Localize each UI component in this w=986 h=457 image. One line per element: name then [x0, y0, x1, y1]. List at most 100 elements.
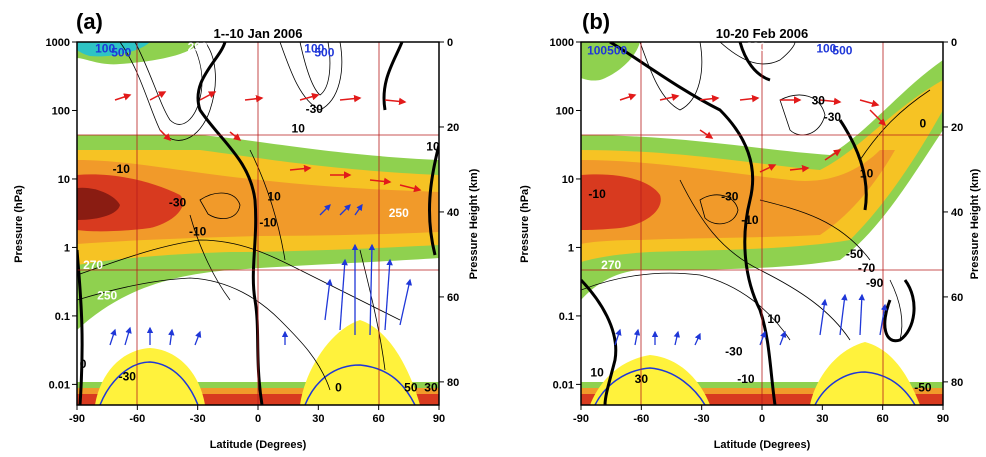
contour-label: 500 [111, 46, 131, 60]
contour-label: 30 [812, 93, 826, 107]
blue-contour-south [99, 361, 199, 405]
y2-tick-label: 0 [951, 37, 957, 49]
y-tick-label: 100 [556, 105, 574, 117]
panel-b-contour-labels: 10 30 -10-3010250270-10-30-10-50-70-90-501… [587, 40, 932, 395]
contour-label: -50 [846, 247, 864, 261]
flux-arrows-blue [614, 293, 888, 346]
panel-b-title: 10-20 Feb 2006 [716, 26, 809, 41]
panel-a: (a) 1--10 Jan 2006 Latitude (Degrees) Pr… [13, 9, 480, 451]
contour-label: -10 [189, 225, 207, 239]
panel-a-ylabel: Pressure (hPa) [13, 185, 25, 263]
y-tick-label: 1000 [46, 37, 70, 49]
contour-label: 250 [389, 206, 409, 220]
x-tick-label: 90 [937, 413, 949, 425]
y-tick-label: 1 [568, 242, 574, 254]
contour-label: 0 [80, 357, 87, 371]
y2-tick-label: 0 [447, 37, 453, 49]
contour-label: 100 [95, 42, 115, 56]
x-tick-label: 0 [255, 413, 261, 425]
contour-label: 10 [860, 167, 874, 181]
y2-tick-label: 40 [951, 207, 963, 219]
contour-label: -10 [259, 216, 277, 230]
x-tick-label: -30 [694, 413, 710, 425]
x-tick-label: -60 [129, 413, 145, 425]
panel-b-y2label: Pressure Height (km) [969, 168, 981, 279]
x-tick-label: -60 [633, 413, 649, 425]
y-tick-label: 100 [52, 105, 70, 117]
contour-label: -30 [119, 370, 137, 384]
contour-label: 0 [335, 381, 342, 395]
contour-label: -10 [737, 372, 755, 386]
contour-label: -30 [306, 102, 324, 116]
x-tick-label: 30 [816, 413, 828, 425]
y2-tick-label: 60 [447, 292, 459, 304]
contour-label: -30 [169, 196, 187, 210]
contour-label: 100 [304, 42, 324, 56]
contour-label: -70 [858, 261, 876, 275]
x-tick-label: 30 [312, 413, 324, 425]
contour-label: 10 [292, 121, 306, 135]
y2-tick-label: 80 [447, 377, 459, 389]
guide-lines [77, 42, 439, 405]
high-pressure-blob-south [95, 348, 205, 405]
contour-label: -90 [866, 276, 884, 290]
x-tick-label: 0 [759, 413, 765, 425]
panel-b-xlabel: Latitude (Degrees) [714, 439, 811, 451]
x-tick-label: 60 [373, 413, 385, 425]
x-tick-label: -30 [190, 413, 206, 425]
contour-label: 290 [746, 40, 766, 54]
x-tick-label: 60 [877, 413, 889, 425]
y-tick-label: 0.01 [49, 379, 70, 391]
y-tick-label: 0.1 [559, 311, 574, 323]
zero-contours [77, 42, 439, 405]
y2-tick-label: 20 [447, 122, 459, 134]
high-pressure-blob-north [810, 342, 920, 405]
contour-label: 50 [404, 381, 418, 395]
x-tick-label: 90 [433, 413, 445, 425]
contour-label: -10 [741, 213, 759, 227]
contour-label: 10 [426, 139, 440, 153]
temperature-band-hot [77, 174, 184, 232]
flux-arrows-red [114, 91, 422, 193]
blue-contour-north [304, 364, 416, 405]
panel-a-xlabel: Latitude (Degrees) [210, 439, 307, 451]
contour-label: 270 [83, 258, 103, 272]
flux-arrows-red [619, 93, 887, 173]
contour-label: 30 [635, 372, 649, 386]
y2-tick-label: 40 [447, 207, 459, 219]
temperature-band-inner [581, 150, 895, 244]
panel-a-y2label: Pressure Height (km) [468, 168, 480, 279]
contour-label: 500 [832, 44, 852, 58]
contour-label: -30 [721, 190, 739, 204]
contour-label: 30 [424, 381, 438, 395]
y-tick-label: 0.01 [553, 379, 574, 391]
contour-label: 500 [314, 46, 334, 60]
contour-label: 250 [607, 288, 627, 302]
contour-label: 270 [601, 258, 621, 272]
contour-label: -10 [588, 187, 606, 201]
high-pressure-blob-south [590, 355, 710, 405]
panel-b-plot-area [581, 42, 943, 405]
contour-label: 290 [188, 40, 208, 54]
x-tick-label: -90 [69, 413, 85, 425]
contour-label: -10 [113, 162, 131, 176]
contour-label: 100 [587, 44, 607, 58]
flux-arrows-blue [109, 203, 413, 346]
panel-b: (b) 10-20 Feb 2006 Latitude (Degrees) Pr… [519, 9, 981, 451]
contour-label: -30 [725, 345, 743, 359]
contour-label: 10 [767, 312, 781, 326]
contour-label: -30 [824, 110, 842, 124]
contour-label: 500 [607, 44, 627, 58]
contour-label: 0 [920, 116, 927, 130]
y-tick-label: 10 [562, 174, 574, 186]
contour-label: -50 [914, 381, 932, 395]
panel-a-title: 1--10 Jan 2006 [214, 26, 303, 41]
contour-label: 100 [816, 42, 836, 56]
temperature-band-hottest [77, 187, 120, 220]
y2-tick-label: 60 [951, 292, 963, 304]
blue-contour-north [814, 371, 916, 405]
contour-label: 10 [267, 190, 281, 204]
panel-b-ylabel: Pressure (hPa) [519, 185, 531, 263]
